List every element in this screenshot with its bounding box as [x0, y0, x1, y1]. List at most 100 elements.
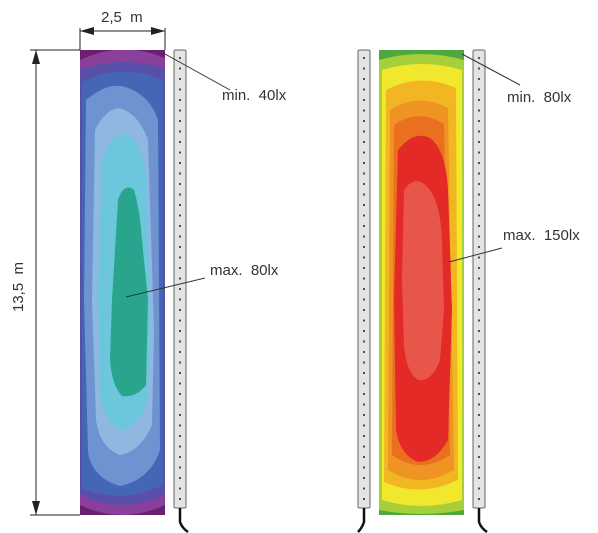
led-dot — [477, 109, 481, 112]
led-dot — [178, 287, 182, 291]
led-dot — [477, 308, 481, 312]
led-dot — [477, 214, 481, 217]
led-dot — [362, 203, 366, 207]
led-dot — [477, 172, 481, 175]
led-dot — [362, 455, 366, 459]
led-dot — [362, 445, 366, 448]
led-dot — [178, 445, 182, 448]
led-dot — [477, 287, 481, 291]
led-dot — [178, 497, 182, 501]
led-dot — [477, 151, 481, 154]
led-dot — [477, 497, 481, 501]
led-dot — [178, 319, 182, 322]
led-dot — [362, 98, 366, 102]
led-dot — [477, 413, 481, 417]
right-zone-8 — [402, 181, 444, 381]
led-dot — [178, 455, 182, 459]
led-dot — [477, 319, 481, 322]
led-dot — [477, 256, 481, 259]
led-dot — [477, 382, 481, 385]
led-dot — [477, 67, 481, 70]
height-label: 13,5 m — [10, 262, 27, 312]
led-dot — [178, 193, 182, 196]
right-min-leader — [461, 53, 521, 86]
led-dot — [362, 413, 366, 417]
led-dot — [178, 350, 182, 354]
led-dot — [477, 203, 481, 207]
led-dot — [178, 371, 182, 375]
led-dot — [477, 487, 481, 490]
led-dot — [362, 319, 366, 322]
led-dot — [477, 193, 481, 196]
led-dot — [477, 434, 481, 438]
led-dot — [477, 445, 481, 448]
led-dot — [362, 424, 366, 427]
led-dot — [477, 466, 481, 469]
led-dot — [477, 140, 481, 144]
led-dot — [178, 340, 182, 343]
led-dot — [477, 161, 481, 165]
led-dot — [362, 392, 366, 396]
led-dot — [362, 277, 366, 280]
led-dot — [477, 476, 481, 480]
led-dot — [477, 224, 481, 228]
led-dot — [362, 340, 366, 343]
width-dimension: 2,5 m — [79, 9, 166, 50]
led-dot — [178, 403, 182, 406]
left-annotations: min. 40lx max. 80lx — [125, 53, 287, 298]
led-dot — [362, 88, 366, 91]
led-dot — [178, 476, 182, 480]
right-max-leader — [448, 247, 503, 263]
led-dot — [362, 371, 366, 375]
width-label: 2,5 m — [101, 9, 143, 26]
led-dot — [477, 56, 481, 60]
left-max-label: max. 80lx — [210, 262, 279, 279]
led-dot — [178, 203, 182, 207]
led-dot — [477, 424, 481, 427]
arrow-down-icon — [32, 501, 40, 515]
led-dot — [178, 277, 182, 280]
led-dot — [178, 329, 182, 333]
left-max-leader — [125, 277, 206, 298]
left-zone-8 — [110, 187, 148, 397]
led-dot — [362, 119, 366, 123]
arrow-left-icon — [80, 27, 94, 35]
led-dot — [362, 172, 366, 175]
led-dot — [362, 266, 366, 270]
led-dot — [178, 466, 182, 469]
led-dot — [178, 298, 182, 301]
led-dot — [362, 403, 366, 406]
led-dot — [362, 434, 366, 438]
led-dot — [362, 56, 366, 60]
left-min-label: min. 40lx — [222, 87, 287, 104]
led-dot — [477, 329, 481, 333]
led-dot — [477, 403, 481, 406]
left-min-leader — [164, 53, 231, 91]
led-dot — [477, 455, 481, 459]
led-dot — [178, 109, 182, 112]
led-dot — [362, 466, 366, 469]
led-dot — [178, 434, 182, 438]
led-dot — [178, 245, 182, 249]
led-dot — [178, 308, 182, 312]
left-heatmap — [80, 50, 165, 515]
led-dot — [178, 392, 182, 396]
led-dot — [362, 140, 366, 144]
led-dot — [362, 256, 366, 259]
led-dot — [362, 287, 366, 291]
led-dot — [477, 130, 481, 133]
led-dot — [362, 214, 366, 217]
led-dot — [362, 382, 366, 385]
led-dot — [178, 424, 182, 427]
led-dot — [362, 130, 366, 133]
led-dot — [477, 245, 481, 249]
led-dot — [477, 298, 481, 301]
led-dot — [178, 56, 182, 60]
led-dot — [362, 298, 366, 301]
led-dot — [477, 182, 481, 186]
led-dot — [178, 140, 182, 144]
led-dot — [178, 67, 182, 70]
led-dot — [362, 361, 366, 364]
led-dot — [477, 98, 481, 102]
